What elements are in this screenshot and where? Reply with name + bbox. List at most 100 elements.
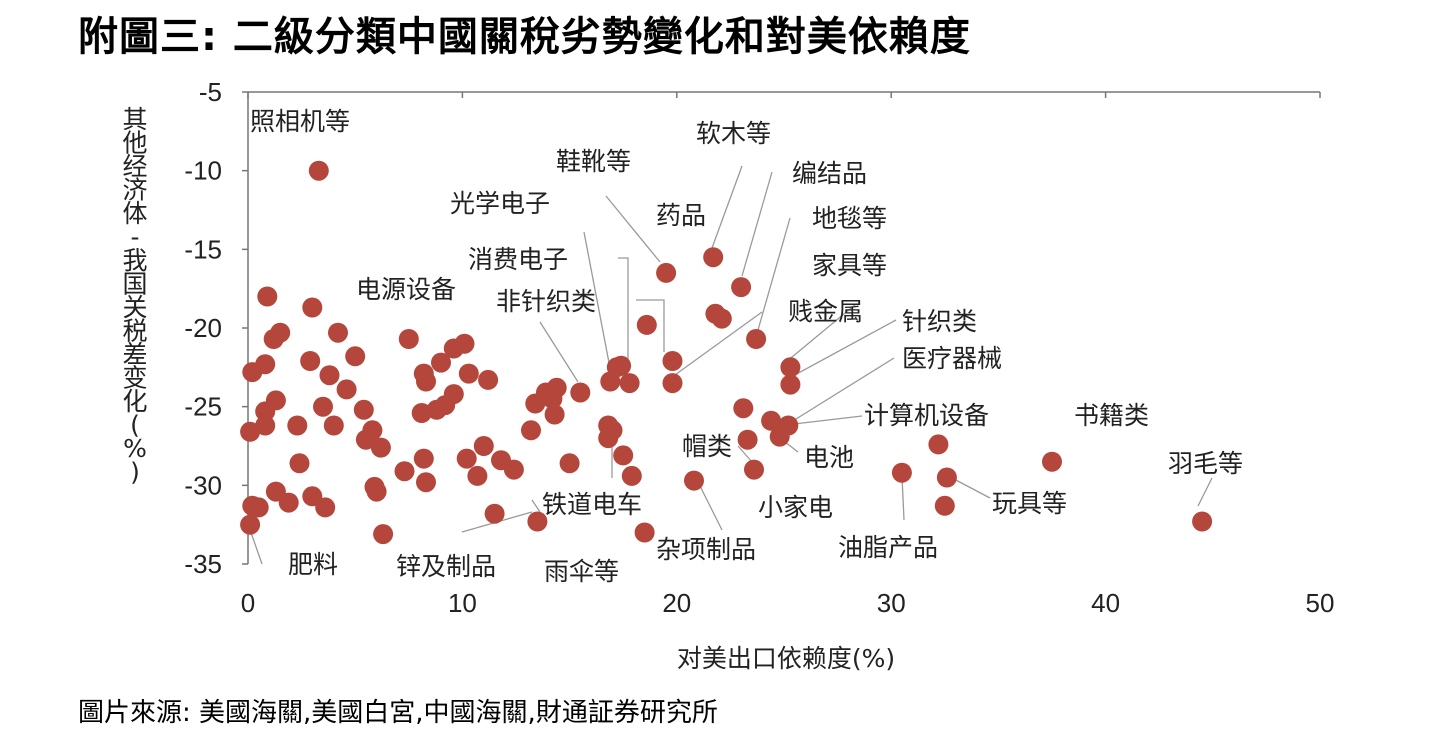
data-point	[621, 465, 642, 486]
y-axis-title-char: 国	[122, 270, 147, 299]
data-point	[570, 382, 591, 403]
annotation-leader-line	[757, 217, 791, 331]
data-point	[478, 369, 499, 390]
data-point	[527, 511, 548, 532]
annotation-label: 编结品	[792, 159, 867, 188]
annotation-leader-line	[618, 257, 629, 372]
data-point	[731, 277, 752, 298]
data-point	[255, 415, 276, 436]
x-tick-label: 0	[241, 588, 255, 618]
y-tick-label: -25	[184, 392, 222, 422]
y-axis-title-char: -	[130, 223, 139, 252]
y-axis-title-char: 他	[122, 129, 147, 158]
annotation-leader-line	[793, 415, 863, 425]
annotation-label: 光学电子	[450, 189, 550, 218]
data-point	[257, 286, 278, 307]
data-point	[336, 379, 357, 400]
x-tick-label: 50	[1306, 588, 1335, 618]
data-point	[521, 420, 541, 441]
source-note: 圖片來源: 美國海關,美國白宮,中國海關,財通証券研究所	[78, 698, 718, 728]
data-point	[1042, 451, 1062, 472]
annotation-label: 计算机设备	[864, 401, 989, 430]
data-point	[431, 352, 451, 373]
y-axis-title-char: )	[130, 458, 140, 487]
y-axis-title-char: 济	[122, 176, 147, 205]
data-point	[634, 522, 655, 543]
data-point	[544, 404, 565, 425]
annotation-leader-line	[901, 475, 905, 521]
y-axis-title-char: (	[130, 411, 140, 440]
y-tick-label: -35	[184, 549, 222, 579]
annotation-label: 电池	[804, 443, 854, 472]
data-point	[270, 322, 291, 343]
data-point	[255, 401, 276, 422]
annotation-label: 消费电子	[468, 245, 568, 274]
annotation-label: 玩具等	[992, 489, 1067, 518]
data-point	[737, 429, 758, 450]
data-point	[744, 459, 764, 480]
y-axis-title-char: 税	[122, 317, 147, 346]
annotation-leader-line	[531, 499, 541, 513]
data-point	[684, 470, 704, 491]
annotation-leader-line	[785, 303, 857, 363]
annotation-label: 非针织类	[496, 287, 596, 316]
data-point	[559, 453, 580, 474]
data-point	[315, 497, 336, 518]
data-point	[613, 445, 634, 466]
annotation-label: 针织类	[902, 307, 977, 336]
data-point	[416, 472, 436, 493]
annotation-leader-line	[711, 165, 743, 249]
y-tick-label: -30	[184, 470, 222, 500]
annotation-label: 杂项制品	[656, 535, 756, 564]
data-point	[416, 371, 436, 392]
data-point	[289, 453, 310, 474]
data-point	[411, 403, 432, 423]
annotation-leader-line	[781, 319, 897, 383]
data-point	[364, 476, 385, 497]
annotation-leader-line	[741, 171, 773, 277]
data-point	[934, 495, 955, 516]
y-axis-title-char: 其	[122, 105, 147, 134]
annotation-label: 铁道电车	[542, 490, 642, 519]
data-point	[278, 492, 299, 513]
x-axis-title: 对美出口依赖度(%)	[677, 644, 895, 673]
data-point	[600, 371, 621, 392]
y-axis-title-char: 体	[122, 199, 147, 228]
data-point	[703, 247, 724, 268]
annotation-label: 油脂产品	[838, 533, 938, 562]
annotation-leader-line	[605, 195, 661, 263]
y-tick-label: -10	[184, 156, 222, 186]
data-point	[248, 497, 269, 518]
y-axis-title-char: 差	[122, 340, 147, 369]
data-point	[394, 461, 415, 482]
annotation-leader-lines	[247, 165, 1213, 565]
data-point	[733, 398, 754, 419]
data-point	[778, 415, 799, 436]
axes: 0 10 20 30 40 50 -5 -10 -15 -20 -25 -30 -35	[184, 77, 1334, 618]
annotation-leader-line	[1197, 477, 1213, 507]
data-point	[413, 448, 434, 469]
data-point	[636, 314, 657, 335]
data-point	[328, 322, 348, 343]
data-point	[370, 437, 391, 458]
annotation-label: 鞋靴等	[556, 147, 631, 176]
annotation-label: 药品	[656, 201, 706, 230]
annotation-leader-line	[636, 299, 665, 352]
data-point	[546, 377, 567, 398]
x-tick-label: 20	[662, 588, 691, 618]
data-point	[240, 514, 261, 535]
data-point	[928, 434, 949, 455]
y-tick-label: -15	[184, 234, 222, 264]
data-point	[780, 374, 801, 395]
y-tick-label: -20	[184, 313, 222, 343]
annotation-label: 地毯等	[812, 204, 887, 233]
data-point	[891, 462, 912, 483]
data-point	[611, 355, 632, 376]
data-point	[353, 399, 374, 420]
data-point	[240, 421, 261, 442]
y-axis-title-char: 化	[122, 387, 147, 416]
annotation-label: 锌及制品	[396, 552, 496, 581]
annotation-label: 小家电	[758, 493, 833, 522]
